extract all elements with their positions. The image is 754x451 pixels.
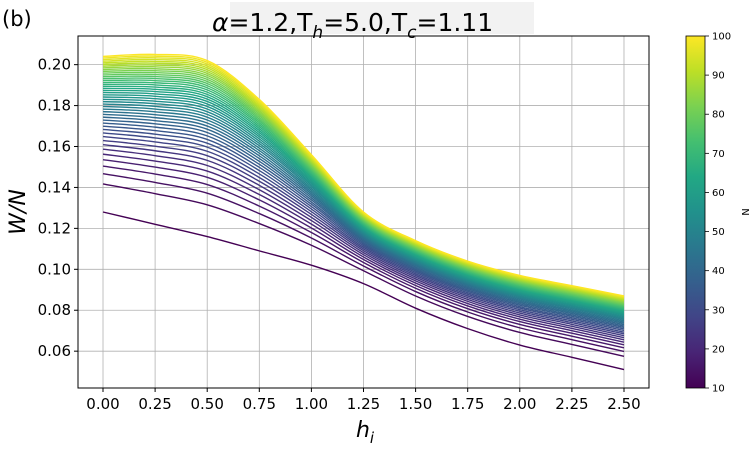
colorbar-tick-label: 30 [712, 305, 725, 316]
x-axis-label-sub: i [370, 429, 375, 447]
series-line-N56 [102, 96, 625, 316]
y-tick-label: 0.16 [38, 138, 71, 156]
title-alpha-value: =1.2,T [228, 8, 313, 37]
series-line-N38 [102, 119, 625, 327]
x-tick-label: 2.00 [503, 395, 536, 413]
title-alpha-symbol: α [212, 8, 229, 37]
series-line-N66 [103, 85, 625, 311]
x-tick-label: 0.75 [243, 395, 276, 413]
chart-title: α=1.2,Th=5.0,Tc=1.11 [212, 2, 534, 43]
y-tick-label: 0.14 [38, 178, 71, 196]
series-line-N62 [102, 89, 625, 313]
series-line-N30 [102, 132, 625, 333]
x-axis-label-main: h [356, 418, 370, 443]
colorbar-tick-label: 60 [712, 188, 725, 199]
series-line-N64 [102, 87, 625, 312]
x-tick-label: 0.00 [86, 395, 119, 413]
colorbar-tick-label: 20 [712, 344, 725, 355]
x-axis-ticks: 0.00 0.25 0.50 0.75 1.00 1.25 1.50 1.75 2.00 2.25… [86, 388, 641, 413]
series-line-N20 [102, 153, 625, 343]
series-line-N100 [102, 53, 625, 297]
colorbar-ticks: 10 20 30 40 50 60 70 80 90 100 [705, 32, 731, 395]
title-background [230, 2, 534, 34]
colorbar-label: N [739, 208, 750, 215]
series-line-N48 [102, 105, 625, 321]
colorbar-tick-label: 90 [712, 71, 725, 82]
series-line-N22 [102, 148, 625, 341]
y-tick-label: 0.08 [38, 301, 71, 319]
series-line-N18 [102, 158, 625, 346]
y-tick-label: 0.20 [38, 56, 71, 74]
title-th-value: =5.0,T [323, 8, 408, 37]
x-axis-label: hi [356, 418, 375, 447]
series-line-N42 [102, 113, 625, 325]
x-tick-label: 2.50 [607, 395, 640, 413]
colorbar-tick-label: 80 [712, 110, 725, 121]
x-tick-label: 1.25 [347, 395, 380, 413]
x-tick-label: 1.50 [399, 395, 432, 413]
x-tick-label: 0.25 [138, 395, 171, 413]
title-tc-subscript: c [407, 23, 417, 43]
title-th-subscript: h [312, 23, 323, 43]
series-line-N70 [103, 81, 625, 309]
y-tick-label: 0.10 [38, 260, 71, 278]
series-line-N60 [102, 91, 625, 314]
series-line-N14 [102, 172, 625, 353]
series-line-N34 [102, 125, 625, 330]
series-line-N16 [102, 165, 625, 349]
colorbar-tick-label: 100 [712, 32, 731, 43]
series-line-N46 [102, 108, 625, 322]
data-curves [102, 53, 625, 371]
series-line-N68 [103, 83, 625, 310]
series-line-N32 [102, 128, 625, 332]
series-line-N12 [102, 183, 625, 357]
colorbar-tick-label: 70 [712, 149, 725, 160]
y-axis-ticks: 0.06 0.08 0.10 0.12 0.14 0.16 0.18 0.20 [38, 56, 78, 360]
series-line-N44 [102, 110, 625, 323]
series-line-N50 [102, 103, 625, 320]
x-tick-label: 2.25 [555, 395, 588, 413]
y-tick-label: 0.12 [38, 219, 71, 237]
colorbar-tick-label: 10 [712, 384, 725, 395]
y-tick-label: 0.18 [38, 97, 71, 115]
series-line-N58 [102, 94, 625, 315]
colorbar-frame [685, 35, 706, 389]
series-line-N52 [102, 100, 625, 318]
series-line-N54 [102, 98, 625, 317]
x-tick-label: 1.75 [451, 395, 484, 413]
series-line-N26 [102, 139, 625, 337]
y-tick-label: 0.06 [38, 342, 71, 360]
series-line-N28 [102, 135, 625, 335]
series-line-N36 [102, 122, 625, 329]
x-tick-label: 1.00 [295, 395, 328, 413]
panel-label: (b) [2, 7, 32, 31]
x-tick-label: 0.50 [191, 395, 224, 413]
series-line-N10 [102, 211, 625, 371]
chart-title-text: α=1.2,Th=5.0,Tc=1.11 [212, 8, 493, 43]
colorbar-tick-label: 40 [712, 266, 725, 277]
colorbar-tick-label: 50 [712, 227, 725, 238]
series-line-N24 [102, 143, 625, 339]
title-tc-value: =1.11 [417, 8, 494, 37]
colorbar [686, 36, 705, 388]
y-axis-label: W/N [6, 189, 31, 235]
series-line-N40 [102, 116, 625, 326]
